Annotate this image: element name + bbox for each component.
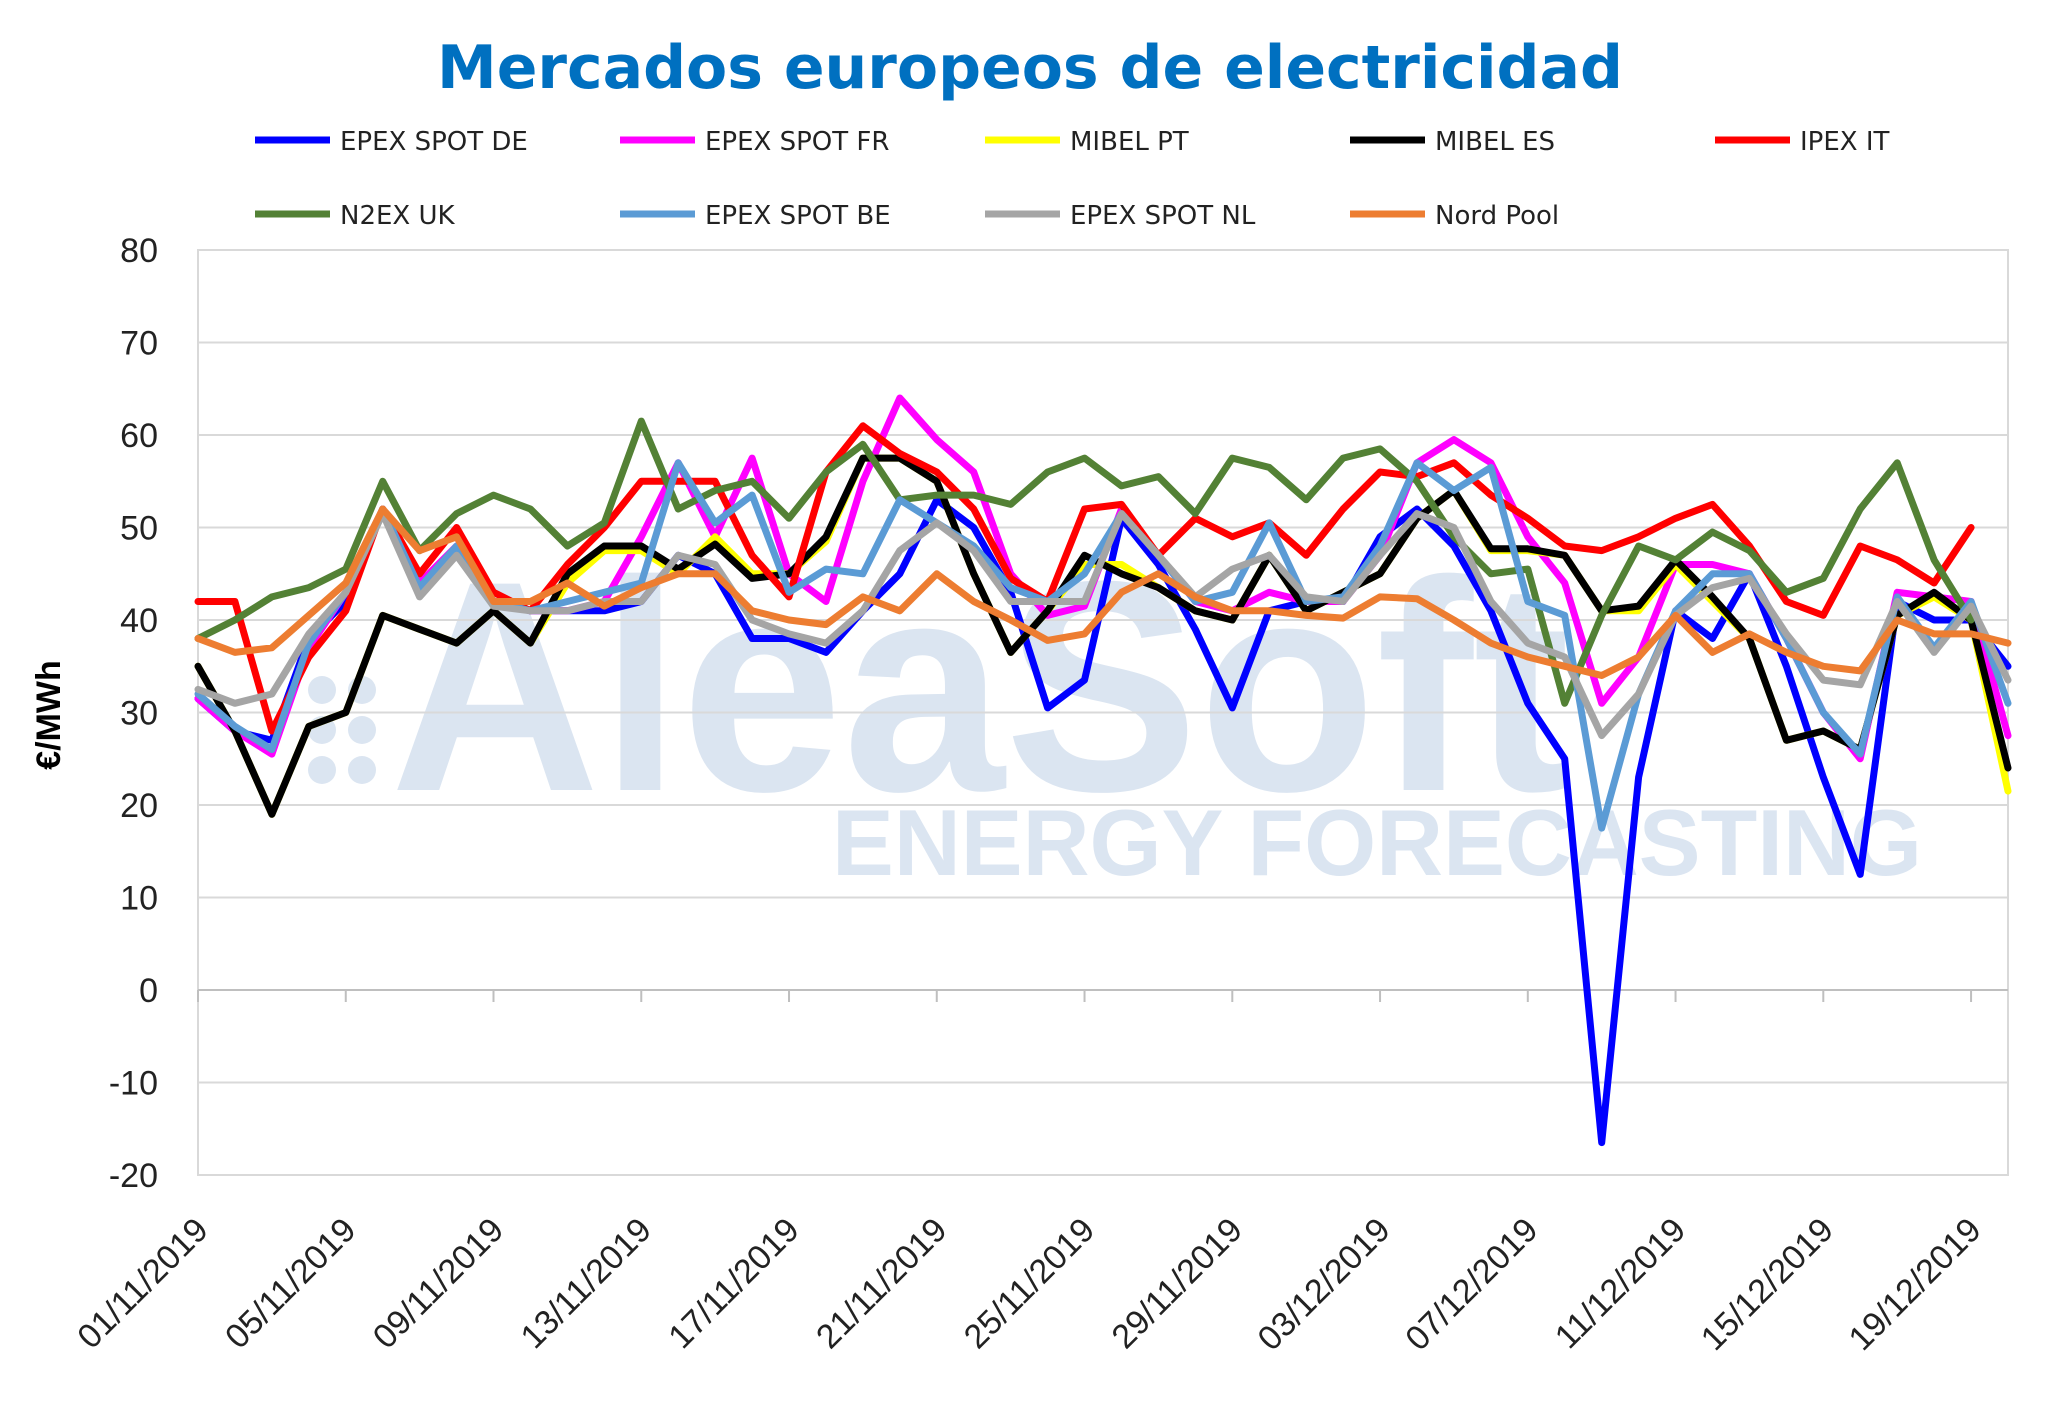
y-tick-label: 10	[120, 880, 158, 918]
x-tick-label: 05/11/2019	[218, 1211, 363, 1356]
x-tick-label: 21/11/2019	[809, 1211, 954, 1356]
legend: EPEX SPOT DE EPEX SPOT FR MIBEL PT MIBEL ES…	[255, 127, 1890, 231]
x-tick-label: 11/12/2019	[1548, 1211, 1693, 1356]
series-line-ipex-it	[194, 422, 1975, 735]
y-tick-label: 60	[120, 417, 158, 455]
legend-label-epex-spot-fr: EPEX SPOT FR	[705, 127, 889, 157]
y-tick-label: -20	[109, 1157, 158, 1195]
series-line-n2ex-uk	[194, 417, 1975, 707]
y-tick-label: 50	[120, 510, 158, 548]
x-tick-label: 03/12/2019	[1250, 1211, 1397, 1358]
chart-title: Mercados europeos de electricidad	[437, 33, 1623, 103]
x-tick-label: 15/12/2019	[1694, 1211, 1841, 1358]
watermark-tagline: ENERGY FORECASTING	[832, 790, 1922, 895]
legend-label-mibel-pt: MIBEL PT	[1070, 127, 1189, 157]
x-tick-label: 01/11/2019	[70, 1211, 215, 1356]
legend-label-mibel-es: MIBEL ES	[1435, 127, 1555, 157]
legend-label-epex-spot-nl: EPEX SPOT NL	[1070, 201, 1256, 231]
series-lines	[194, 394, 2012, 1147]
legend-label-epex-spot-be: EPEX SPOT BE	[705, 201, 891, 231]
gridlines	[197, 249, 2009, 1176]
series-line-nord-pool	[194, 505, 2012, 679]
x-tick-label: 07/12/2019	[1398, 1211, 1545, 1358]
y-axis-title: €/MWh	[30, 660, 68, 770]
plot-area-border	[197, 249, 2009, 1176]
legend-label-epex-spot-de: EPEX SPOT DE	[340, 127, 528, 157]
x-tick-label: 19/12/2019	[1842, 1211, 1989, 1358]
x-tick-label: 13/11/2019	[514, 1211, 659, 1356]
y-tick-label: 70	[120, 325, 158, 363]
y-tick-label: -10	[109, 1065, 158, 1103]
legend-label-nord-pool: Nord Pool	[1435, 201, 1559, 231]
series-line-epex-spot-nl	[194, 510, 2012, 740]
x-tick-label: 17/11/2019	[661, 1211, 806, 1356]
x-tick-label: 25/11/2019	[957, 1211, 1102, 1356]
legend-label-ipex-it: IPEX IT	[1800, 127, 1890, 157]
x-tick-label: 09/11/2019	[366, 1211, 511, 1356]
watermark: AleaSoft ENERGY FORECASTING	[308, 518, 1922, 895]
x-tick-label: 29/11/2019	[1105, 1211, 1250, 1356]
y-tick-label: 20	[120, 787, 158, 825]
y-tick-label: 80	[120, 232, 158, 270]
y-tick-label: 30	[120, 695, 158, 733]
legend-label-n2ex-uk: N2EX UK	[340, 201, 456, 231]
watermark-dots	[308, 676, 376, 784]
y-tick-label: 0	[139, 972, 158, 1010]
y-tick-label: 40	[120, 602, 158, 640]
